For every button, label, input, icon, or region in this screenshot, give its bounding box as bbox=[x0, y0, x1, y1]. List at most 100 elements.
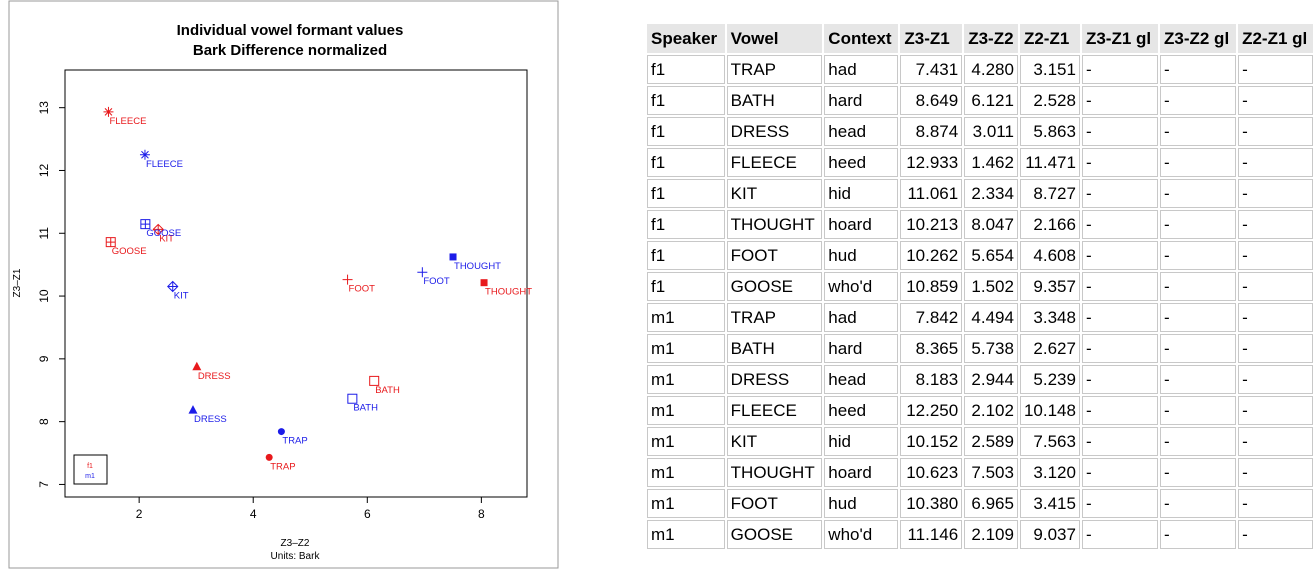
table-cell: 6.965 bbox=[964, 489, 1018, 518]
table-cell: 3.415 bbox=[1019, 489, 1080, 518]
y-tick-label: 8 bbox=[37, 418, 51, 425]
table-row: f1 BATH hard 8.649 6.121 2.528- - - bbox=[647, 86, 1313, 115]
table-cell: - bbox=[1160, 86, 1237, 115]
x-axis: 2 4 6 8 bbox=[136, 497, 485, 521]
table-cell: - bbox=[1081, 86, 1158, 115]
table-cell: FOOT bbox=[726, 241, 823, 270]
table-cell: THOUGHT bbox=[726, 458, 823, 487]
table-cell: - bbox=[1238, 458, 1313, 487]
table-body: f1 TRAP had 7.431 4.280 3.151- - - f1 BATH hard 8.6… bbox=[647, 55, 1313, 549]
point-marker bbox=[265, 453, 273, 461]
point-label: FLEECE bbox=[109, 116, 146, 127]
table-cell: - bbox=[1081, 520, 1158, 549]
y-tick-label: 13 bbox=[37, 101, 51, 115]
table-cell: 10.213 bbox=[900, 210, 963, 239]
table-cell: 10.859 bbox=[900, 272, 963, 301]
table-cell: heed bbox=[824, 396, 899, 425]
x-tick-label: 4 bbox=[250, 507, 257, 521]
table-cell: 7.503 bbox=[964, 458, 1018, 487]
data-point: THOUGHT bbox=[449, 253, 501, 272]
point-label: TRAP bbox=[270, 461, 295, 472]
table-cell: 9.037 bbox=[1019, 520, 1080, 549]
table-cell: - bbox=[1238, 179, 1313, 208]
table-cell: - bbox=[1238, 303, 1313, 332]
point-label: GOOSE bbox=[146, 228, 181, 239]
table-cell: 4.494 bbox=[964, 303, 1018, 332]
table-cell: - bbox=[1081, 303, 1158, 332]
table-cell: - bbox=[1081, 241, 1158, 270]
table-cell: GOOSE bbox=[726, 520, 823, 549]
point-marker bbox=[449, 253, 457, 261]
legend-box bbox=[73, 454, 108, 485]
chart-title: Individual vowel formant values bbox=[177, 22, 404, 39]
table-cell: 2.102 bbox=[964, 396, 1018, 425]
point-marker bbox=[342, 274, 353, 285]
plot-area bbox=[64, 69, 528, 498]
table-cell: 1.462 bbox=[964, 148, 1018, 177]
table-cell: - bbox=[1081, 489, 1158, 518]
y-axis: 7 8 9 10 11 12 13 bbox=[37, 101, 65, 488]
table-cell: - bbox=[1238, 55, 1313, 84]
x-axis-label: Z3–Z2 bbox=[281, 538, 310, 549]
table-cell: - bbox=[1160, 458, 1237, 487]
point-label: KIT bbox=[159, 233, 174, 244]
point-marker bbox=[140, 219, 151, 230]
table-cell: 8.649 bbox=[900, 86, 963, 115]
table-cell: hoard bbox=[824, 458, 899, 487]
table-cell: - bbox=[1081, 334, 1158, 363]
table-cell: hid bbox=[824, 427, 899, 456]
point-marker bbox=[480, 279, 488, 287]
table-cell: 10.380 bbox=[900, 489, 963, 518]
table-cell: 5.654 bbox=[964, 241, 1018, 270]
table-cell: - bbox=[1160, 427, 1237, 456]
table-cell: 6.121 bbox=[964, 86, 1018, 115]
table-row: m1 THOUGHT hoard 10.623 7.503 3.120- - - bbox=[647, 458, 1313, 487]
table-cell: 10.623 bbox=[900, 458, 963, 487]
table-cell: 4.608 bbox=[1019, 241, 1080, 270]
data-point: BATH bbox=[369, 375, 400, 396]
x-tick-label: 2 bbox=[136, 507, 143, 521]
point-marker bbox=[347, 393, 358, 404]
table-cell: 11.471 bbox=[1019, 148, 1080, 177]
legend-entry-m1: m1 bbox=[85, 473, 95, 480]
point-marker bbox=[139, 149, 150, 160]
table-cell: 9.357 bbox=[1019, 272, 1080, 301]
table-cell: - bbox=[1081, 117, 1158, 146]
table-row: m1 KIT hid 10.152 2.589 7.563- - - bbox=[647, 427, 1313, 456]
data-point: BATH bbox=[347, 393, 378, 414]
table-header-row: Speaker Vowel Context Z3-Z1 Z3-Z2 Z2-Z1 … bbox=[647, 24, 1313, 53]
table-cell: 2.334 bbox=[964, 179, 1018, 208]
column-header-z3-z1-gl: Z3-Z1 gl bbox=[1081, 24, 1158, 53]
table-cell: - bbox=[1160, 520, 1237, 549]
chart-subtitle: Bark Difference normalized bbox=[193, 42, 387, 59]
table-cell: 7.431 bbox=[900, 55, 963, 84]
table-cell: m1 bbox=[647, 303, 725, 332]
table-cell: head bbox=[824, 117, 899, 146]
table-cell: f1 bbox=[647, 241, 725, 270]
table-cell: FLEECE bbox=[726, 148, 823, 177]
x-axis-units: Units: Bark bbox=[271, 551, 321, 562]
point-label: DRESS bbox=[198, 371, 231, 382]
vowel-formant-chart: Individual vowel formant values Bark Dif… bbox=[0, 0, 562, 575]
table-cell: m1 bbox=[647, 427, 725, 456]
table-cell: - bbox=[1160, 272, 1237, 301]
table-row: f1 GOOSE who'd 10.859 1.502 9.357- - - bbox=[647, 272, 1313, 301]
table-cell: hoard bbox=[824, 210, 899, 239]
table-cell: - bbox=[1238, 489, 1313, 518]
point-marker bbox=[105, 237, 116, 248]
table-cell: 2.166 bbox=[1019, 210, 1080, 239]
table-cell: - bbox=[1081, 458, 1158, 487]
column-header-vowel: Vowel bbox=[726, 24, 823, 53]
table-row: f1 FOOT hud 10.262 5.654 4.608- - - bbox=[647, 241, 1313, 270]
table-cell: head bbox=[824, 365, 899, 394]
y-axis-label: Z3–Z1 bbox=[12, 268, 23, 297]
table-cell: who'd bbox=[824, 272, 899, 301]
table-cell: BATH bbox=[726, 86, 823, 115]
table-cell: 4.280 bbox=[964, 55, 1018, 84]
table-cell: heed bbox=[824, 148, 899, 177]
table-cell: DRESS bbox=[726, 117, 823, 146]
table-cell: 2.109 bbox=[964, 520, 1018, 549]
table-cell: m1 bbox=[647, 365, 725, 394]
table-cell: FOOT bbox=[726, 489, 823, 518]
table-cell: m1 bbox=[647, 520, 725, 549]
